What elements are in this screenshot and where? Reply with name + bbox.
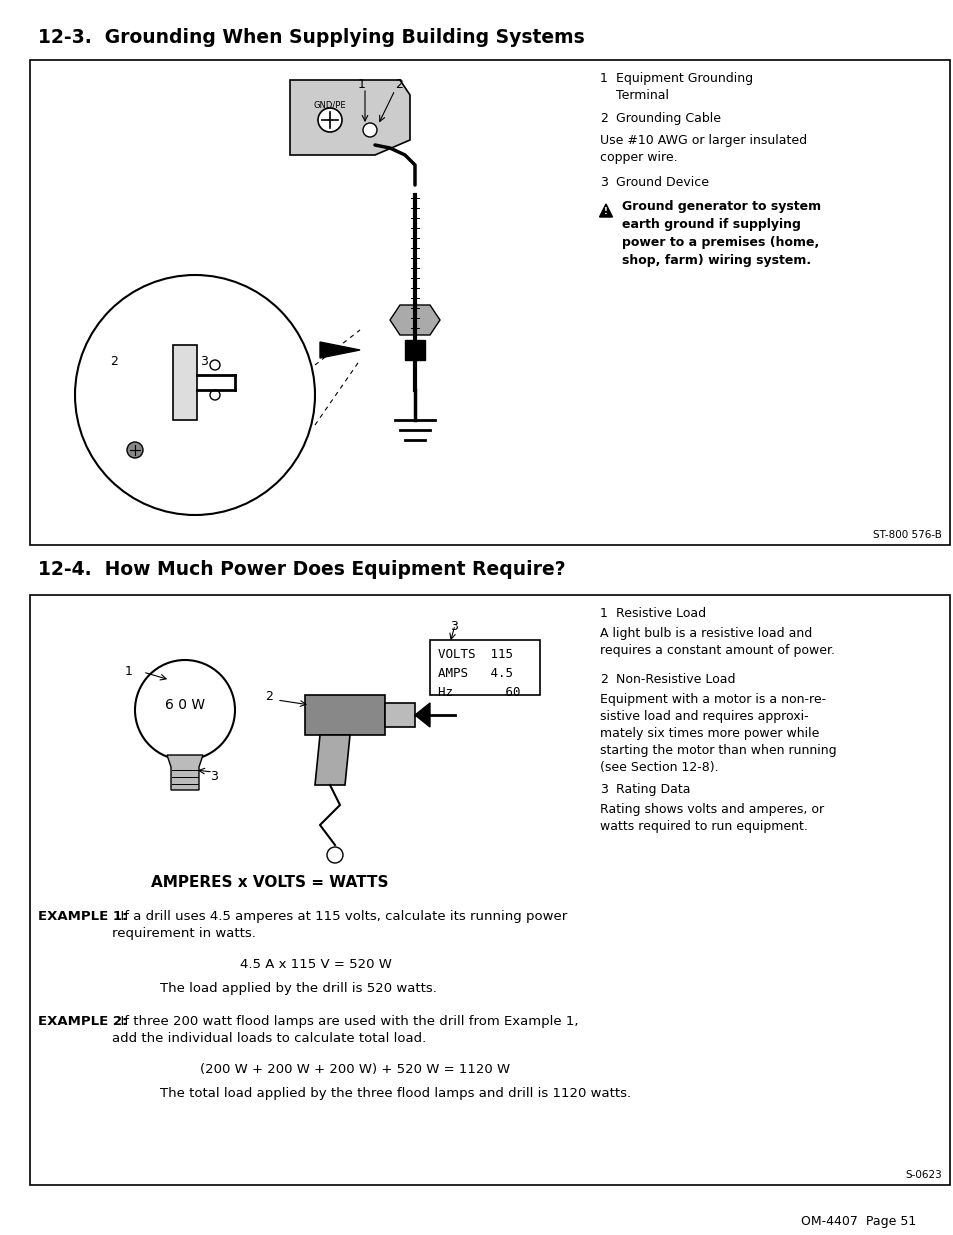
Polygon shape: [415, 703, 430, 727]
Text: Equipment with a motor is a non-re-
sistive load and requires approxi-
mately si: Equipment with a motor is a non-re- sist…: [599, 693, 836, 774]
Circle shape: [363, 124, 376, 137]
Text: 12-3.  Grounding When Supplying Building Systems: 12-3. Grounding When Supplying Building …: [38, 28, 584, 47]
Text: 2: 2: [395, 78, 402, 91]
Circle shape: [327, 847, 343, 863]
Text: 2: 2: [265, 690, 273, 703]
Text: 1: 1: [357, 78, 366, 91]
Circle shape: [210, 390, 220, 400]
Text: Resistive Load: Resistive Load: [616, 606, 705, 620]
Text: 4.5 A x 115 V = 520 W: 4.5 A x 115 V = 520 W: [240, 958, 392, 971]
Text: S-0623: S-0623: [904, 1170, 941, 1179]
Text: OM-4407  Page 51: OM-4407 Page 51: [800, 1215, 915, 1228]
Text: If three 200 watt flood lamps are used with the drill from Example 1,
add the in: If three 200 watt flood lamps are used w…: [112, 1015, 578, 1045]
Text: 3: 3: [200, 354, 208, 368]
Text: Rating shows volts and amperes, or
watts required to run equipment.: Rating shows volts and amperes, or watts…: [599, 803, 823, 832]
Circle shape: [75, 275, 314, 515]
Bar: [30, 61, 949, 545]
Text: Rating Data: Rating Data: [616, 783, 690, 797]
Polygon shape: [319, 342, 359, 358]
Text: EXAMPLE 1:: EXAMPLE 1:: [38, 910, 128, 923]
Text: 12-4.  How Much Power Does Equipment Require?: 12-4. How Much Power Does Equipment Requ…: [38, 559, 565, 579]
Text: Ground generator to system
earth ground if supplying
power to a premises (home,
: Ground generator to system earth ground …: [621, 200, 821, 267]
Text: The total load applied by the three flood lamps and drill is 1120 watts.: The total load applied by the three floo…: [160, 1087, 631, 1100]
Text: 1: 1: [125, 664, 132, 678]
Bar: [430, 640, 539, 695]
Polygon shape: [598, 204, 612, 217]
Polygon shape: [390, 305, 439, 335]
Text: The load applied by the drill is 520 watts.: The load applied by the drill is 520 wat…: [160, 982, 436, 995]
Text: (200 W + 200 W + 200 W) + 520 W = 1120 W: (200 W + 200 W + 200 W) + 520 W = 1120 W: [200, 1063, 510, 1076]
Polygon shape: [290, 80, 410, 156]
Circle shape: [210, 359, 220, 370]
Text: 2: 2: [110, 354, 118, 368]
Text: VOLTS  115
AMPS   4.5
Hz       60: VOLTS 115 AMPS 4.5 Hz 60: [437, 648, 520, 699]
Text: GND/PE: GND/PE: [314, 100, 346, 109]
Text: 3: 3: [599, 177, 607, 189]
Text: A light bulb is a resistive load and
requires a constant amount of power.: A light bulb is a resistive load and req…: [599, 627, 834, 657]
Text: EXAMPLE 2:: EXAMPLE 2:: [38, 1015, 128, 1028]
Text: Grounding Cable: Grounding Cable: [616, 112, 720, 125]
Text: Ground Device: Ground Device: [616, 177, 708, 189]
Text: 3: 3: [210, 769, 217, 783]
Text: 3: 3: [599, 783, 607, 797]
Circle shape: [127, 442, 143, 458]
Polygon shape: [405, 340, 424, 359]
Bar: [305, 695, 385, 735]
Text: 6 0 W: 6 0 W: [165, 698, 205, 713]
Text: If a drill uses 4.5 amperes at 115 volts, calculate its running power
requiremen: If a drill uses 4.5 amperes at 115 volts…: [112, 910, 567, 940]
Text: Equipment Grounding
Terminal: Equipment Grounding Terminal: [616, 72, 752, 103]
Text: 3: 3: [450, 620, 457, 634]
Circle shape: [135, 659, 234, 760]
Text: 2: 2: [599, 112, 607, 125]
Text: 1: 1: [599, 72, 607, 85]
Text: !: !: [603, 207, 607, 216]
Circle shape: [317, 107, 341, 132]
Bar: [385, 703, 415, 727]
Bar: [30, 595, 949, 1186]
Text: Non-Resistive Load: Non-Resistive Load: [616, 673, 735, 685]
Polygon shape: [167, 755, 203, 790]
Text: AMPERES x VOLTS = WATTS: AMPERES x VOLTS = WATTS: [152, 876, 388, 890]
Bar: [172, 345, 196, 420]
Text: ST-800 576-B: ST-800 576-B: [872, 530, 941, 540]
Text: 2: 2: [599, 673, 607, 685]
Text: 1: 1: [599, 606, 607, 620]
Text: Use #10 AWG or larger insulated
copper wire.: Use #10 AWG or larger insulated copper w…: [599, 135, 806, 164]
Polygon shape: [314, 735, 350, 785]
